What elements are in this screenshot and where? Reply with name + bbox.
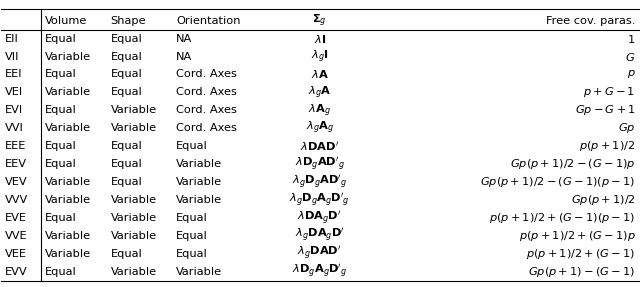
Text: Equal: Equal (111, 159, 142, 169)
Text: $1$: $1$ (627, 33, 636, 45)
Text: $Gp(p+1)-(G-1)$: $Gp(p+1)-(G-1)$ (528, 265, 636, 279)
Text: Variable: Variable (45, 249, 91, 259)
Text: Volume: Volume (45, 16, 87, 26)
Text: Variable: Variable (111, 123, 157, 133)
Text: Equal: Equal (45, 105, 77, 115)
Text: Equal: Equal (176, 231, 208, 241)
Text: $\lambda\mathbf{D}_g\mathbf{A}\mathbf{D}'_g$: $\lambda\mathbf{D}_g\mathbf{A}\mathbf{D}… (295, 155, 344, 173)
Text: Variable: Variable (45, 123, 91, 133)
Text: Equal: Equal (111, 141, 142, 151)
Text: Equal: Equal (45, 141, 77, 151)
Text: VEE: VEE (4, 249, 26, 259)
Text: $\boldsymbol{\Sigma}_g$: $\boldsymbol{\Sigma}_g$ (312, 13, 327, 29)
Text: VEI: VEI (4, 88, 23, 97)
Text: EII: EII (4, 34, 19, 44)
Text: Equal: Equal (111, 249, 142, 259)
Text: EEI: EEI (4, 69, 22, 79)
Text: $p(p+1)/2+(G-1)$: $p(p+1)/2+(G-1)$ (526, 247, 636, 261)
Text: $\lambda\mathbf{A}_g$: $\lambda\mathbf{A}_g$ (308, 102, 331, 119)
Text: $Gp-G+1$: $Gp-G+1$ (575, 103, 636, 117)
Text: Variable: Variable (45, 88, 91, 97)
Text: VII: VII (4, 52, 19, 62)
Text: Equal: Equal (45, 34, 77, 44)
Text: VEV: VEV (4, 177, 27, 187)
Text: VVV: VVV (4, 195, 28, 205)
Text: Shape: Shape (111, 16, 146, 26)
Text: Variable: Variable (45, 195, 91, 205)
Text: $\lambda\mathbf{DAD}'$: $\lambda\mathbf{DAD}'$ (300, 140, 339, 153)
Text: $Gp(p+1)/2$: $Gp(p+1)/2$ (571, 193, 636, 207)
Text: Equal: Equal (45, 69, 77, 79)
Text: NA: NA (176, 34, 193, 44)
Text: $Gp(p+1)/2-(G-1)(p-1)$: $Gp(p+1)/2-(G-1)(p-1)$ (480, 175, 636, 189)
Text: EVE: EVE (4, 213, 26, 223)
Text: EEE: EEE (4, 141, 26, 151)
Text: NA: NA (176, 52, 193, 62)
Text: Cord. Axes: Cord. Axes (176, 88, 237, 97)
Text: Variable: Variable (176, 195, 223, 205)
Text: Equal: Equal (45, 159, 77, 169)
Text: Orientation: Orientation (176, 16, 241, 26)
Text: Equal: Equal (111, 69, 142, 79)
Text: Free cov. paras.: Free cov. paras. (546, 16, 636, 26)
Text: Variable: Variable (176, 267, 223, 277)
Text: $p+G-1$: $p+G-1$ (583, 86, 636, 99)
Text: $\lambda_g\mathbf{A}$: $\lambda_g\mathbf{A}$ (308, 84, 332, 101)
Text: $\lambda\mathbf{D}\mathbf{A}_g\mathbf{D}'$: $\lambda\mathbf{D}\mathbf{A}_g\mathbf{D}… (298, 209, 342, 226)
Text: $\lambda_g\mathbf{A}_g$: $\lambda_g\mathbf{A}_g$ (305, 120, 334, 136)
Text: Equal: Equal (45, 213, 77, 223)
Text: Cord. Axes: Cord. Axes (176, 123, 237, 133)
Text: Equal: Equal (176, 141, 208, 151)
Text: Cord. Axes: Cord. Axes (176, 69, 237, 79)
Text: Equal: Equal (111, 34, 142, 44)
Text: $\lambda_g\mathbf{D}_g\mathbf{A}_g\mathbf{D}'_g$: $\lambda_g\mathbf{D}_g\mathbf{A}_g\mathb… (289, 191, 350, 209)
Text: Equal: Equal (111, 177, 142, 187)
Text: $\lambda\mathbf{I}$: $\lambda\mathbf{I}$ (314, 33, 326, 45)
Text: $p$: $p$ (627, 69, 636, 80)
Text: $\lambda_g\mathbf{I}$: $\lambda_g\mathbf{I}$ (311, 49, 328, 65)
Text: Equal: Equal (111, 88, 142, 97)
Text: EEV: EEV (4, 159, 26, 169)
Text: Equal: Equal (111, 52, 142, 62)
Text: Variable: Variable (45, 52, 91, 62)
Text: Variable: Variable (111, 213, 157, 223)
Text: Equal: Equal (45, 267, 77, 277)
Text: $Gp$: $Gp$ (618, 121, 636, 135)
Text: EVV: EVV (4, 267, 27, 277)
Text: Equal: Equal (176, 249, 208, 259)
Text: Variable: Variable (176, 159, 223, 169)
Text: Variable: Variable (111, 231, 157, 241)
Text: Variable: Variable (111, 267, 157, 277)
Text: $G$: $G$ (625, 51, 636, 63)
Text: Variable: Variable (176, 177, 223, 187)
Text: $\lambda_g\mathbf{D}\mathbf{A}_g\mathbf{D}'$: $\lambda_g\mathbf{D}\mathbf{A}_g\mathbf{… (294, 227, 345, 245)
Text: Variable: Variable (45, 231, 91, 241)
Text: $Gp(p+1)/2-(G-1)p$: $Gp(p+1)/2-(G-1)p$ (510, 157, 636, 171)
Text: $\lambda\mathbf{D}_g\mathbf{A}_g\mathbf{D}'_g$: $\lambda\mathbf{D}_g\mathbf{A}_g\mathbf{… (292, 263, 348, 280)
Text: VVI: VVI (4, 123, 24, 133)
Text: Equal: Equal (176, 213, 208, 223)
Text: $p(p+1)/2+(G-1)(p-1)$: $p(p+1)/2+(G-1)(p-1)$ (489, 211, 636, 225)
Text: Cord. Axes: Cord. Axes (176, 105, 237, 115)
Text: $\lambda_g\mathbf{D}_g\mathbf{A}\mathbf{D}'_g$: $\lambda_g\mathbf{D}_g\mathbf{A}\mathbf{… (292, 173, 348, 191)
Text: $\lambda\mathbf{A}$: $\lambda\mathbf{A}$ (310, 69, 329, 80)
Text: Variable: Variable (111, 105, 157, 115)
Text: Variable: Variable (111, 195, 157, 205)
Text: $\lambda_g\mathbf{DAD}'$: $\lambda_g\mathbf{DAD}'$ (298, 245, 342, 262)
Text: $p(p+1)/2$: $p(p+1)/2$ (579, 139, 636, 153)
Text: VVE: VVE (4, 231, 27, 241)
Text: EVI: EVI (4, 105, 23, 115)
Text: $p(p+1)/2+(G-1)p$: $p(p+1)/2+(G-1)p$ (518, 229, 636, 243)
Text: Variable: Variable (45, 177, 91, 187)
